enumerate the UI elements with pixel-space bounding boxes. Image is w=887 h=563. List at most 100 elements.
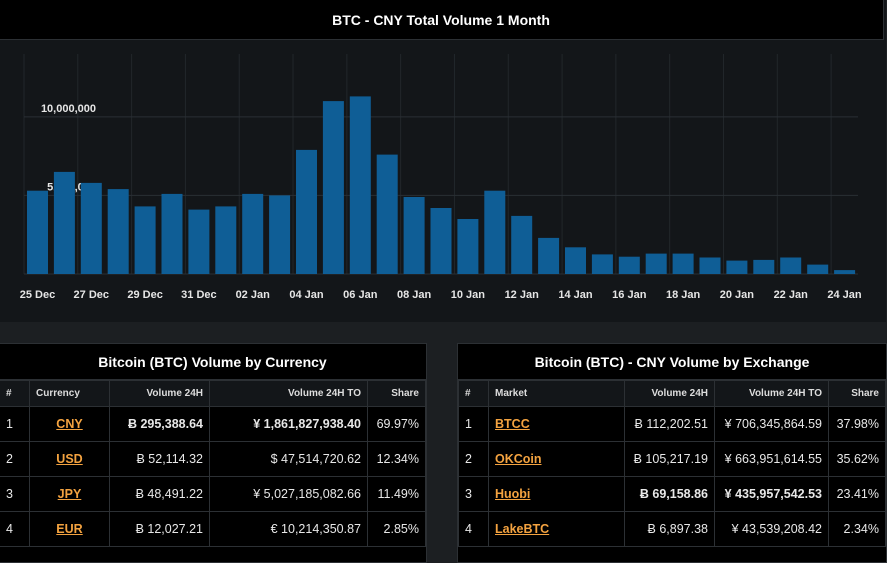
rank-cell: 2 (458, 441, 489, 477)
rank-cell: 4 (458, 511, 489, 547)
share-cell: 12.34% (367, 441, 426, 477)
col-currency: Currency (29, 380, 110, 407)
share-cell: 2.34% (828, 511, 886, 547)
table-row: 4 LakeBTC Ƀ 6,897.38 ¥ 43,539,208.42 2.34% (458, 511, 886, 547)
x-tick-label: 14 Jan (558, 289, 593, 301)
exchange-cell: OKCoin (488, 441, 625, 477)
bar (538, 237, 560, 274)
table-row: 2 OKCoin Ƀ 105,217.19 ¥ 663,951,614.55 35.62… (458, 441, 886, 477)
table-row: 3 Huobi Ƀ 69,158.86 ¥ 435,957,542.53 23.41% (458, 476, 886, 512)
volume-cell: Ƀ 69,158.86 (624, 476, 715, 512)
exchange-cell: LakeBTC (488, 511, 625, 547)
bar (80, 182, 102, 274)
table-row: 1 BTCC Ƀ 112,202.51 ¥ 706,345,864.59 37.98% (458, 406, 886, 442)
exchange-table-header: # Market Volume 24H Volume 24H TO Share (458, 380, 886, 407)
x-tick-label: 22 Jan (774, 289, 809, 301)
bar (511, 215, 533, 274)
currency-link[interactable]: USD (56, 452, 83, 466)
bar (457, 219, 479, 274)
bar (672, 253, 694, 274)
currency-table-header: # Currency Volume 24H Volume 24H TO Shar… (0, 380, 426, 407)
volume-chart-panel: BTC - CNY Total Volume 1 Month 05,000,00… (0, 0, 884, 301)
bar (645, 253, 667, 274)
volume-to-cell: ¥ 663,951,614.55 (714, 441, 829, 477)
table-row: 3 JPY Ƀ 48,491.22 ¥ 5,027,185,082.66 11.49% (0, 476, 426, 512)
volume-cell: Ƀ 48,491.22 (109, 476, 210, 512)
currency-table-title: Bitcoin (BTC) Volume by Currency (0, 344, 426, 380)
currency-link[interactable]: CNY (56, 417, 83, 431)
volume-cell: Ƀ 112,202.51 (624, 406, 715, 442)
currency-link[interactable]: EUR (56, 522, 83, 536)
bar (161, 193, 183, 274)
bar (107, 189, 129, 274)
volume-to-cell: ¥ 1,861,827,938.40 (209, 406, 368, 442)
bar (834, 270, 856, 274)
currency-link[interactable]: JPY (57, 487, 82, 501)
exchange-link[interactable]: BTCC (495, 417, 530, 431)
col-volume-24h: Volume 24H (624, 380, 715, 407)
bar (618, 256, 640, 274)
volume-to-cell: € 10,214,350.87 (209, 511, 368, 547)
bar (269, 195, 291, 274)
bar (242, 193, 264, 274)
rank-cell: 2 (0, 441, 30, 477)
bar (134, 206, 156, 274)
share-cell: 23.41% (828, 476, 886, 512)
exchange-link[interactable]: Huobi (495, 487, 531, 501)
rank-cell: 1 (0, 406, 30, 442)
bar (322, 101, 344, 274)
volume-to-cell: $ 47,514,720.62 (209, 441, 368, 477)
exchange-table-title: Bitcoin (BTC) - CNY Volume by Exchange (458, 344, 886, 380)
share-cell: 69.97% (367, 406, 426, 442)
share-cell: 11.49% (367, 476, 426, 512)
x-tick-label: 18 Jan (666, 289, 701, 301)
volume-cell: Ƀ 105,217.19 (624, 441, 715, 477)
bar (780, 257, 802, 274)
col-share: Share (367, 380, 426, 407)
volume-to-cell: ¥ 43,539,208.42 (714, 511, 829, 547)
volume-cell: Ƀ 6,897.38 (624, 511, 715, 547)
x-tick-label: 10 Jan (451, 289, 486, 301)
bar (188, 209, 210, 274)
share-cell: 37.98% (828, 406, 886, 442)
col-rank: # (458, 380, 489, 407)
col-market: Market (488, 380, 625, 407)
bar (699, 257, 721, 274)
currency-cell: CNY (29, 406, 110, 442)
bar (430, 208, 452, 274)
chart-title: BTC - CNY Total Volume 1 Month (0, 0, 884, 40)
x-tick-label: 04 Jan (289, 289, 324, 301)
table-row: 4 EUR Ƀ 12,027.21 € 10,214,350.87 2.85% (0, 511, 426, 547)
bar (484, 190, 506, 274)
table-row: 2 USD Ƀ 52,114.32 $ 47,514,720.62 12.34% (0, 441, 426, 477)
rank-cell: 3 (0, 476, 30, 512)
currency-cell: USD (29, 441, 110, 477)
x-tick-label: 29 Dec (127, 289, 162, 301)
x-tick-label: 20 Jan (720, 289, 755, 301)
x-tick-label: 25 Dec (20, 289, 55, 301)
exchange-cell: BTCC (488, 406, 625, 442)
x-tick-label: 12 Jan (505, 289, 540, 301)
bar (726, 260, 748, 274)
volume-to-cell: ¥ 5,027,185,082.66 (209, 476, 368, 512)
table-row: 1 CNY Ƀ 295,388.64 ¥ 1,861,827,938.40 69.97% (0, 406, 426, 442)
col-volume-24h-to: Volume 24H TO (209, 380, 368, 407)
exchange-cell: Huobi (488, 476, 625, 512)
x-tick-label: 02 Jan (236, 289, 271, 301)
col-volume-24h-to: Volume 24H TO (714, 380, 829, 407)
bar (27, 190, 48, 274)
bar (296, 149, 317, 274)
bar (565, 247, 586, 274)
x-tick-label: 24 Jan (827, 289, 862, 301)
exchange-link[interactable]: OKCoin (495, 452, 542, 466)
bar (403, 197, 425, 274)
volume-to-cell: ¥ 706,345,864.59 (714, 406, 829, 442)
bar (807, 264, 829, 274)
rank-cell: 3 (458, 476, 489, 512)
volume-cell: Ƀ 12,027.21 (109, 511, 210, 547)
x-tick-label: 08 Jan (397, 289, 432, 301)
bar (753, 259, 775, 274)
bar (376, 154, 398, 274)
exchange-link[interactable]: LakeBTC (495, 522, 550, 536)
